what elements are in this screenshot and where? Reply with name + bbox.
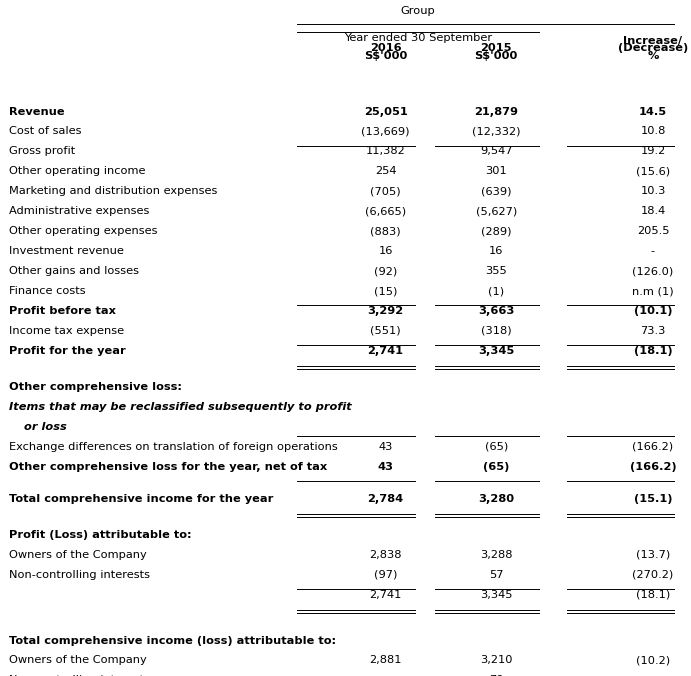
Text: Non-controlling interests: Non-controlling interests — [9, 570, 150, 580]
Text: (10.2): (10.2) — [636, 656, 670, 665]
Text: 43: 43 — [377, 462, 394, 472]
Text: or loss: or loss — [24, 422, 67, 432]
Text: (289): (289) — [481, 226, 511, 236]
Text: 73.3: 73.3 — [641, 326, 665, 336]
Text: (18.1): (18.1) — [636, 590, 670, 600]
Text: n.m (1): n.m (1) — [632, 286, 674, 296]
Text: Revenue: Revenue — [9, 107, 64, 116]
Text: S$'000: S$'000 — [364, 51, 407, 61]
Text: Items that may be reclassified subsequently to profit: Items that may be reclassified subsequen… — [9, 402, 352, 412]
Text: (705): (705) — [370, 187, 401, 196]
Text: Profit before tax: Profit before tax — [9, 306, 116, 316]
Text: Profit for the year: Profit for the year — [9, 346, 126, 356]
Text: Other comprehensive loss for the year, net of tax: Other comprehensive loss for the year, n… — [9, 462, 328, 472]
Text: (166.2): (166.2) — [632, 442, 674, 452]
Text: -: - — [651, 246, 655, 256]
Text: (270.2): (270.2) — [632, 570, 674, 580]
Text: 9,547: 9,547 — [480, 147, 513, 156]
Text: 18.4: 18.4 — [641, 206, 665, 216]
Text: (1): (1) — [488, 286, 504, 296]
Text: 10.3: 10.3 — [641, 187, 665, 196]
Text: 2015: 2015 — [480, 43, 512, 53]
Text: Owners of the Company: Owners of the Company — [9, 656, 146, 665]
Text: (Decrease): (Decrease) — [618, 43, 688, 53]
Text: 2,784: 2,784 — [368, 494, 404, 504]
Text: 14.5: 14.5 — [639, 107, 667, 116]
Text: (15): (15) — [374, 286, 397, 296]
Text: 254: 254 — [375, 166, 397, 176]
Text: Year ended 30 September: Year ended 30 September — [344, 33, 492, 43]
Text: Increase/: Increase/ — [623, 36, 683, 46]
Text: 19.2: 19.2 — [641, 147, 665, 156]
Text: 43: 43 — [379, 442, 392, 452]
Text: 3,345: 3,345 — [480, 590, 513, 600]
Text: 10.8: 10.8 — [641, 126, 665, 137]
Text: (13.7): (13.7) — [636, 550, 670, 560]
Text: 2,881: 2,881 — [369, 656, 402, 665]
Text: Finance costs: Finance costs — [9, 286, 86, 296]
Text: Total comprehensive income for the year: Total comprehensive income for the year — [9, 494, 274, 504]
Text: (318): (318) — [481, 326, 511, 336]
Text: 25,051: 25,051 — [363, 107, 408, 116]
Text: (639): (639) — [481, 187, 511, 196]
Text: Other comprehensive loss:: Other comprehensive loss: — [9, 382, 182, 392]
Text: Owners of the Company: Owners of the Company — [9, 550, 146, 560]
Text: (97): (97) — [374, 570, 397, 580]
Text: Cost of sales: Cost of sales — [9, 126, 82, 137]
Text: (92): (92) — [374, 266, 397, 276]
Text: (551): (551) — [370, 326, 401, 336]
Text: Marketing and distribution expenses: Marketing and distribution expenses — [9, 187, 218, 196]
Text: 16: 16 — [379, 246, 392, 256]
Text: %: % — [647, 51, 659, 61]
Text: (126.0): (126.0) — [632, 266, 674, 276]
Text: 3,663: 3,663 — [478, 306, 514, 316]
Text: 3,280: 3,280 — [478, 494, 514, 504]
Text: 3,292: 3,292 — [368, 306, 404, 316]
Text: Income tax expense: Income tax expense — [9, 326, 124, 336]
Text: Other operating expenses: Other operating expenses — [9, 226, 158, 236]
Text: (15.1): (15.1) — [634, 494, 672, 504]
Text: 3,210: 3,210 — [480, 656, 513, 665]
Text: 301: 301 — [485, 166, 507, 176]
Text: 2,741: 2,741 — [368, 346, 404, 356]
Text: (883): (883) — [370, 226, 401, 236]
Text: 3,345: 3,345 — [478, 346, 514, 356]
Text: (166.2): (166.2) — [630, 462, 676, 472]
Text: Group: Group — [401, 5, 435, 16]
Text: (65): (65) — [484, 442, 508, 452]
Text: Gross profit: Gross profit — [9, 147, 75, 156]
Text: 2,838: 2,838 — [369, 550, 402, 560]
Text: (12,332): (12,332) — [472, 126, 520, 137]
Text: Administrative expenses: Administrative expenses — [9, 206, 149, 216]
Text: 16: 16 — [489, 246, 503, 256]
Text: 11,382: 11,382 — [366, 147, 406, 156]
Text: 21,879: 21,879 — [474, 107, 518, 116]
Text: 2,741: 2,741 — [370, 590, 401, 600]
Text: Exchange differences on translation of foreign operations: Exchange differences on translation of f… — [9, 442, 338, 452]
Text: 3,288: 3,288 — [480, 550, 513, 560]
Text: (18.1): (18.1) — [634, 346, 672, 356]
Text: 205.5: 205.5 — [636, 226, 670, 236]
Text: (13,669): (13,669) — [361, 126, 410, 137]
Text: Profit (Loss) attributable to:: Profit (Loss) attributable to: — [9, 530, 191, 540]
Text: (5,627): (5,627) — [475, 206, 517, 216]
Text: 355: 355 — [485, 266, 507, 276]
Text: (10.1): (10.1) — [634, 306, 672, 316]
Text: (6,665): (6,665) — [365, 206, 406, 216]
Text: Investment revenue: Investment revenue — [9, 246, 124, 256]
Text: S$'000: S$'000 — [475, 51, 518, 61]
Text: Other operating income: Other operating income — [9, 166, 146, 176]
Text: 2016: 2016 — [370, 43, 401, 53]
Text: Other gains and losses: Other gains and losses — [9, 266, 139, 276]
Text: (65): (65) — [483, 462, 509, 472]
Text: Total comprehensive income (loss) attributable to:: Total comprehensive income (loss) attrib… — [9, 635, 336, 646]
Text: (15.6): (15.6) — [636, 166, 670, 176]
Text: 57: 57 — [489, 570, 503, 580]
